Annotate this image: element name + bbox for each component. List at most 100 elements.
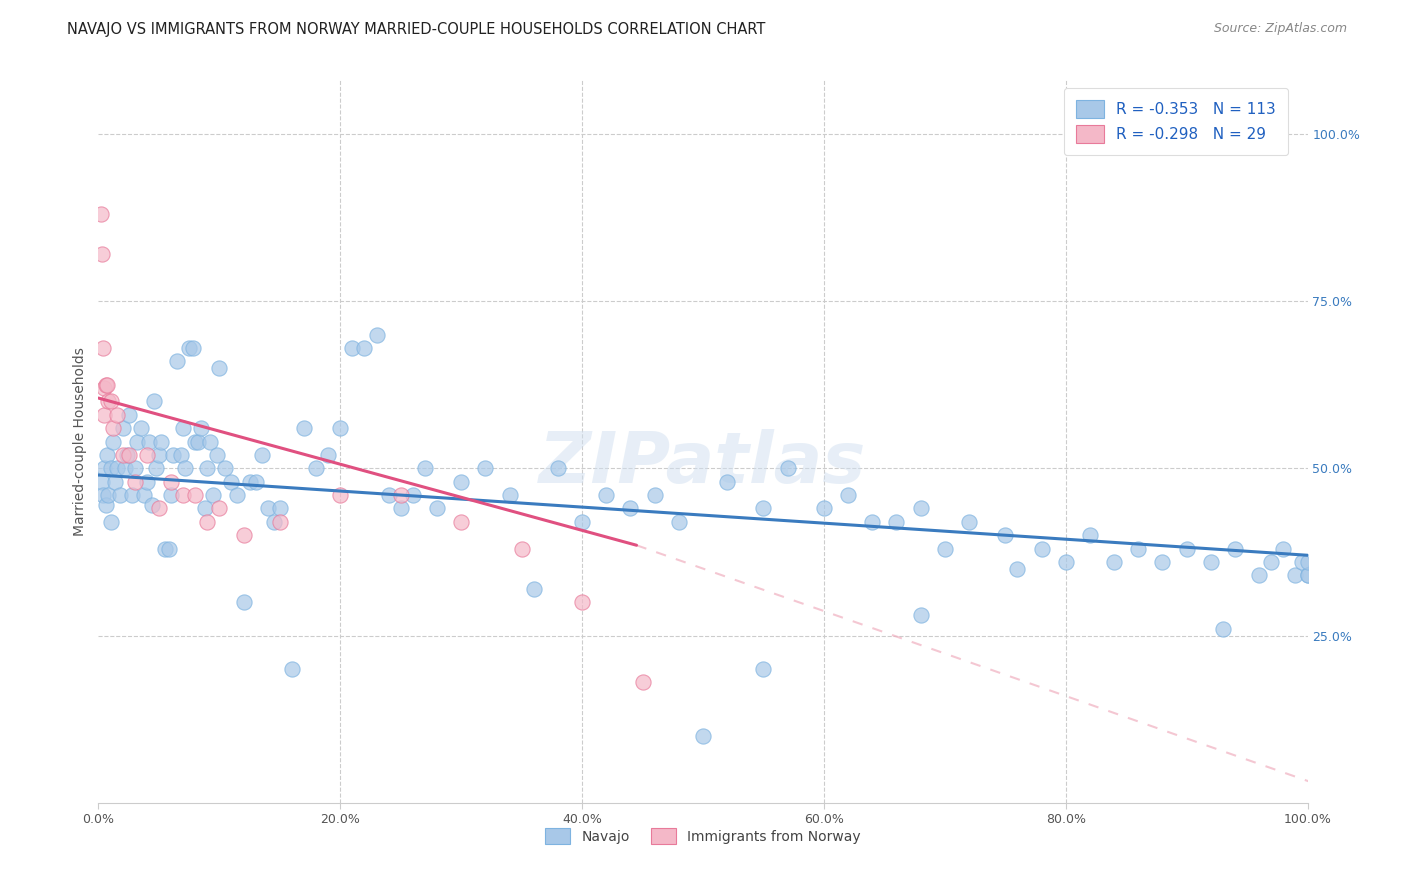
Point: [1272, 541, 1295, 556]
Point: [1284, 568, 1306, 582]
Point: [226, 488, 249, 502]
Point: [377, 488, 399, 502]
Point: [1296, 555, 1319, 569]
Point: [91, 488, 114, 502]
Point: [1102, 555, 1125, 569]
Point: [93, 461, 115, 475]
Point: [134, 488, 156, 502]
Point: [90, 207, 112, 221]
Point: [104, 475, 127, 489]
Point: [1296, 568, 1319, 582]
Point: [143, 394, 166, 409]
Point: [96, 448, 118, 462]
Point: [135, 475, 157, 489]
Point: [198, 434, 221, 449]
Point: [232, 528, 254, 542]
Point: [205, 448, 228, 462]
Point: [184, 488, 207, 502]
Point: [91, 341, 114, 355]
Point: [668, 515, 690, 529]
Point: [910, 608, 932, 623]
Point: [1078, 528, 1101, 542]
Point: [105, 408, 128, 422]
Point: [118, 448, 141, 462]
Point: [118, 408, 141, 422]
Legend: Navajo, Immigrants from Norway: Navajo, Immigrants from Norway: [540, 823, 866, 850]
Point: [124, 475, 146, 489]
Point: [127, 434, 149, 449]
Point: [97, 394, 120, 409]
Point: [100, 515, 122, 529]
Point: [121, 488, 143, 502]
Point: [91, 475, 114, 489]
Text: Source: ZipAtlas.com: Source: ZipAtlas.com: [1213, 22, 1347, 36]
Point: [305, 461, 328, 475]
Point: [101, 434, 124, 449]
Point: [148, 448, 170, 462]
Point: [232, 595, 254, 609]
Point: [450, 475, 472, 489]
Point: [269, 501, 291, 516]
Point: [245, 475, 267, 489]
Point: [101, 421, 124, 435]
Point: [157, 541, 180, 556]
Point: [329, 488, 352, 502]
Point: [450, 515, 472, 529]
Point: [111, 421, 134, 435]
Point: [474, 461, 496, 475]
Point: [100, 394, 122, 409]
Point: [150, 434, 173, 449]
Point: [94, 498, 117, 512]
Point: [160, 475, 183, 489]
Point: [813, 501, 835, 516]
Point: [316, 448, 339, 462]
Point: [195, 461, 218, 475]
Point: [1199, 555, 1222, 569]
Point: [96, 377, 118, 392]
Point: [1007, 562, 1029, 576]
Point: [886, 515, 908, 529]
Point: [256, 501, 278, 516]
Point: [644, 488, 666, 502]
Point: [1152, 555, 1174, 569]
Point: [114, 461, 136, 475]
Point: [752, 501, 775, 516]
Point: [181, 341, 204, 355]
Point: [1031, 541, 1053, 556]
Point: [957, 515, 980, 529]
Point: [752, 662, 775, 676]
Point: [138, 434, 160, 449]
Point: [353, 341, 375, 355]
Point: [716, 475, 738, 489]
Point: [1054, 555, 1077, 569]
Point: [91, 247, 114, 261]
Point: [124, 461, 146, 475]
Point: [214, 461, 236, 475]
Point: [837, 488, 859, 502]
Point: [190, 421, 212, 435]
Point: [174, 461, 197, 475]
Point: [97, 488, 120, 502]
Text: ZIPatlas: ZIPatlas: [540, 429, 866, 498]
Point: [910, 501, 932, 516]
Point: [571, 515, 593, 529]
Point: [179, 341, 201, 355]
Point: [94, 377, 117, 392]
Point: [776, 461, 799, 475]
Point: [389, 488, 412, 502]
Point: [148, 501, 170, 516]
Point: [221, 475, 243, 489]
Point: [172, 488, 194, 502]
Point: [1212, 622, 1234, 636]
Point: [292, 421, 315, 435]
Point: [208, 361, 231, 376]
Point: [160, 488, 183, 502]
Point: [100, 461, 122, 475]
Point: [153, 541, 176, 556]
Point: [239, 475, 262, 489]
Point: [1249, 568, 1271, 582]
Point: [619, 501, 641, 516]
Point: [208, 501, 231, 516]
Point: [547, 461, 569, 475]
Point: [250, 448, 273, 462]
